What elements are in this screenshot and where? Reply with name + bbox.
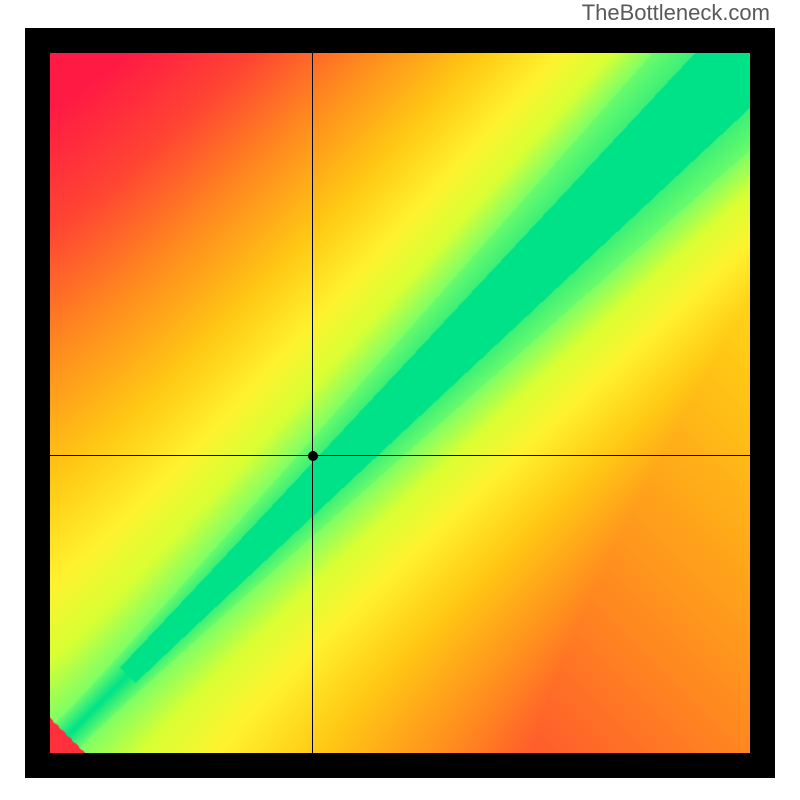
crosshair-vertical [312,53,313,753]
bottleneck-heatmap [50,53,750,753]
chart-outer-frame [25,28,775,778]
crosshair-marker [308,451,318,461]
crosshair-horizontal [50,455,750,456]
watermark-text: TheBottleneck.com [582,0,770,26]
